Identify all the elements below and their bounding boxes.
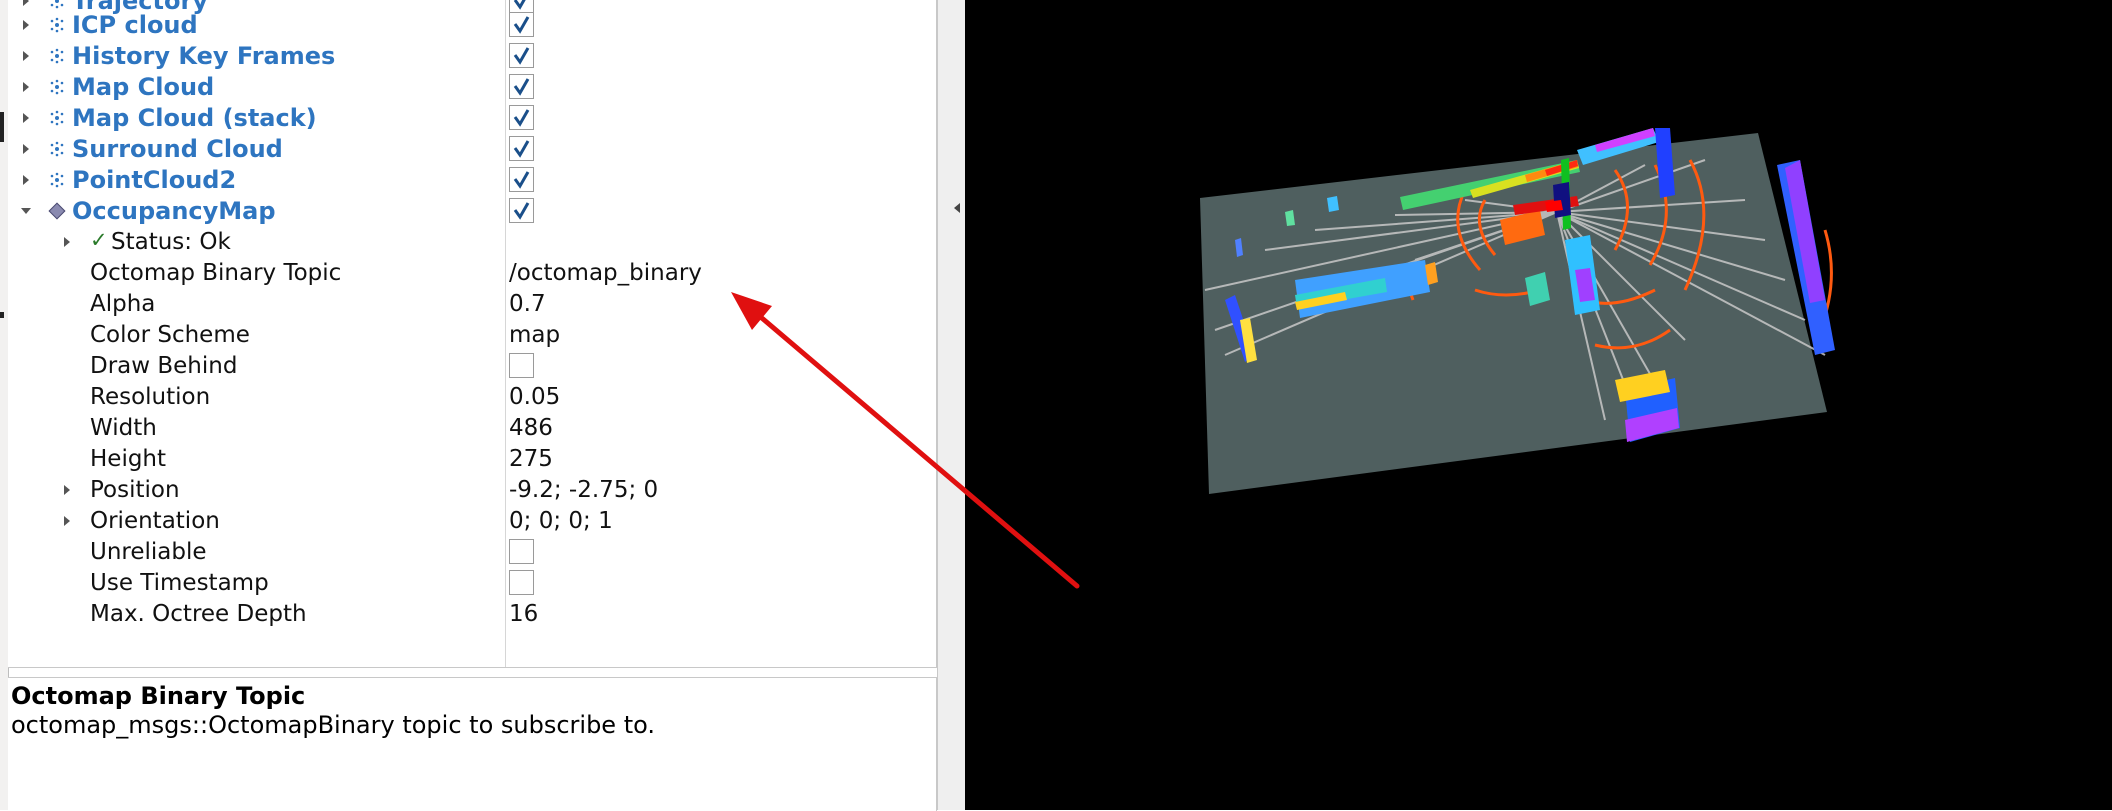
map-plane: [1200, 133, 1827, 494]
display-item-occupancy-map[interactable]: OccupancyMap: [8, 195, 936, 226]
property-orientation[interactable]: Orientation 0; 0; 0; 1: [8, 505, 936, 536]
use-timestamp-checkbox[interactable]: [509, 570, 534, 595]
property-octomap-binary-topic[interactable]: Octomap Binary Topic /octomap_binary: [8, 257, 936, 288]
display-label: Map Cloud: [72, 73, 215, 101]
expand-arrow-icon[interactable]: [23, 51, 29, 61]
enable-checkbox[interactable]: [509, 198, 534, 223]
expand-arrow-icon[interactable]: [23, 113, 29, 123]
property-resolution[interactable]: Resolution 0.05: [8, 381, 936, 412]
property-use-timestamp[interactable]: Use Timestamp: [8, 567, 936, 598]
expand-arrow-icon[interactable]: [64, 485, 70, 495]
display-label: Surround Cloud: [72, 135, 283, 163]
collapse-arrow-icon[interactable]: [21, 208, 31, 214]
expand-arrow-icon[interactable]: [64, 237, 70, 247]
collapse-panel-icon[interactable]: [954, 203, 960, 213]
property-label: Position: [90, 477, 180, 503]
status-label: Status: Ok: [111, 229, 231, 255]
expand-arrow-icon[interactable]: [23, 0, 29, 6]
description-text: octomap_msgs::OctomapBinary topic to sub…: [11, 711, 655, 739]
display-item-map-cloud-stack[interactable]: Map Cloud (stack): [8, 102, 936, 133]
pointcloud-display-icon: [50, 141, 64, 157]
property-label: Unreliable: [90, 539, 207, 565]
property-label: Max. Octree Depth: [90, 601, 307, 627]
expand-arrow-icon[interactable]: [23, 175, 29, 185]
display-label: Map Cloud (stack): [72, 104, 317, 132]
property-label: Use Timestamp: [90, 570, 269, 596]
property-label: Octomap Binary Topic: [90, 260, 342, 286]
description-title: Octomap Binary Topic: [11, 682, 306, 710]
expand-arrow-icon[interactable]: [23, 82, 29, 92]
pointcloud-display-icon: [50, 0, 64, 9]
property-value[interactable]: 486: [509, 415, 553, 441]
property-value[interactable]: /octomap_binary: [509, 260, 702, 286]
occupancy-map-icon: [48, 202, 66, 220]
property-value[interactable]: 275: [509, 446, 553, 472]
expand-arrow-icon[interactable]: [64, 516, 70, 526]
display-item-icp-cloud[interactable]: ICP cloud: [8, 9, 936, 40]
pointcloud-display-icon: [50, 172, 64, 188]
enable-checkbox[interactable]: [509, 136, 534, 161]
column-divider[interactable]: [505, 0, 506, 667]
property-position[interactable]: Position -9.2; -2.75; 0: [8, 474, 936, 505]
property-draw-behind[interactable]: Draw Behind: [8, 350, 936, 381]
property-label: Draw Behind: [90, 353, 238, 379]
checkmark-icon: ✓: [90, 228, 108, 252]
property-label: Height: [90, 446, 167, 472]
property-height[interactable]: Height 275: [8, 443, 936, 474]
property-label: Alpha: [90, 291, 156, 317]
property-width[interactable]: Width 486: [8, 412, 936, 443]
display-item-pointcloud2[interactable]: PointCloud2: [8, 164, 936, 195]
display-label: History Key Frames: [72, 42, 336, 70]
property-status[interactable]: ✓ Status: Ok: [8, 226, 936, 257]
point-cloud-walls: [1225, 128, 1835, 442]
3d-render-view[interactable]: [965, 0, 2112, 810]
display-item-surround-cloud[interactable]: Surround Cloud: [8, 133, 936, 164]
display-label: ICP cloud: [72, 11, 198, 39]
panel-splitter[interactable]: [937, 0, 966, 810]
enable-checkbox[interactable]: [509, 105, 534, 130]
occupancy-map-render: [1200, 128, 1835, 494]
property-max-octree-depth[interactable]: Max. Octree Depth 16: [8, 598, 936, 629]
property-unreliable[interactable]: Unreliable: [8, 536, 936, 567]
edge-marker: [0, 312, 4, 318]
property-label: Resolution: [90, 384, 211, 410]
display-item-map-cloud[interactable]: Map Cloud: [8, 71, 936, 102]
displays-property-tree: Trajectory ICP cloud History Key Frames …: [8, 0, 937, 668]
property-label: Color Scheme: [90, 322, 250, 348]
property-value[interactable]: -9.2; -2.75; 0: [509, 477, 659, 503]
pointcloud-display-icon: [50, 17, 64, 33]
expand-arrow-icon[interactable]: [23, 20, 29, 30]
property-value[interactable]: map: [509, 322, 561, 348]
property-value[interactable]: 0.7: [509, 291, 546, 317]
display-label: PointCloud2: [72, 166, 237, 194]
property-label: Width: [90, 415, 157, 441]
robot-frame-axes: [1513, 158, 1579, 230]
unreliable-checkbox[interactable]: [509, 539, 534, 564]
enable-checkbox[interactable]: [509, 74, 534, 99]
draw-behind-checkbox[interactable]: [509, 353, 534, 378]
pointcloud-display-icon: [50, 48, 64, 64]
enable-checkbox[interactable]: [509, 12, 534, 37]
display-item-history-key-frames[interactable]: History Key Frames: [8, 40, 936, 71]
pointcloud-display-icon: [50, 79, 64, 95]
expand-arrow-icon[interactable]: [23, 144, 29, 154]
enable-checkbox[interactable]: [509, 167, 534, 192]
property-value[interactable]: 0; 0; 0; 1: [509, 508, 613, 534]
edge-marker: [0, 112, 4, 142]
property-alpha[interactable]: Alpha 0.7: [8, 288, 936, 319]
property-value[interactable]: 16: [509, 601, 539, 627]
display-label: OccupancyMap: [72, 197, 276, 225]
pointcloud-display-icon: [50, 110, 64, 126]
property-description-panel: Octomap Binary Topic octomap_msgs::Octom…: [8, 677, 937, 811]
property-color-scheme[interactable]: Color Scheme map: [8, 319, 936, 350]
display-label: Trajectory: [72, 0, 208, 15]
enable-checkbox[interactable]: [509, 43, 534, 68]
property-value[interactable]: 0.05: [509, 384, 561, 410]
property-label: Orientation: [90, 508, 220, 534]
